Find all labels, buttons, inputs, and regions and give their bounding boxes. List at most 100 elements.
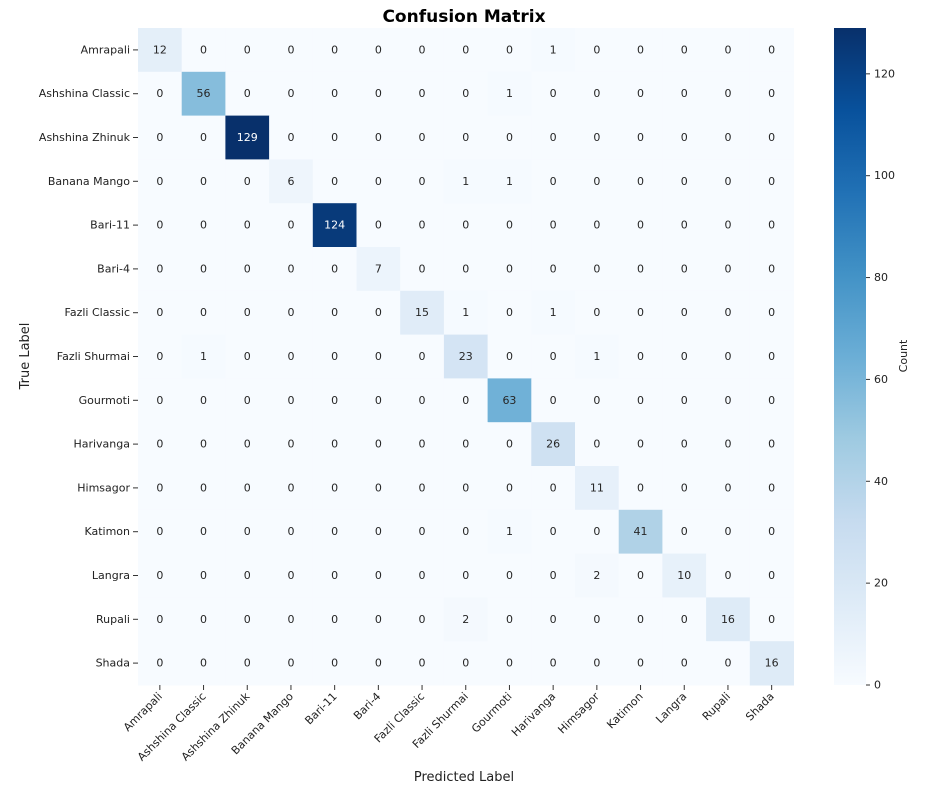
cell-value-label: 0 [768,43,775,56]
cell-value-label: 0 [200,438,207,451]
heatmap-cell [400,378,445,423]
heatmap-cell [312,203,357,248]
colorbar-tick-label: 40 [874,475,888,488]
cell-value-label: 0 [681,43,688,56]
heatmap-cell [356,553,401,598]
cell-value-label: 0 [331,87,338,100]
heatmap-cell [312,247,357,292]
cell-value-label: 0 [768,525,775,538]
heatmap-cell [443,466,489,511]
cell-value-label: 0 [419,481,426,494]
heatmap-cell [400,203,445,248]
cell-value-label: 0 [331,175,338,188]
heatmap-cell [138,509,183,555]
heatmap-cell [269,422,314,467]
cell-value-label: 0 [156,219,163,232]
heatmap-cell [269,71,314,117]
heatmap-cell [749,159,794,204]
heatmap-cell [181,203,226,248]
cell-value-label: 0 [506,219,513,232]
heatmap-cell [181,334,226,379]
heatmap-cell [487,115,532,160]
cell-value-label: 0 [156,657,163,670]
cell-value-label: 0 [287,613,294,626]
heatmap-cell [356,290,401,336]
heatmap-cell [531,597,576,642]
cell-value-label: 0 [244,43,251,56]
cell-value-label: 0 [244,438,251,451]
cell-value-label: 0 [331,657,338,670]
heatmap-cell [618,290,663,336]
heatmap-cell [356,597,401,642]
heatmap-cell [487,378,532,423]
cell-value-label: 0 [637,306,644,319]
cell-value-label: 0 [287,87,294,100]
colorbar-tick-label: 120 [874,67,895,80]
cell-value-label: 15 [415,306,429,319]
heatmap-cell [618,378,663,423]
heatmap-cell [531,159,576,204]
heatmap-cell [662,553,707,598]
cell-value-label: 1 [462,306,469,319]
heatmap-cell [225,334,270,379]
y-tick-labels: Amrapali Ashshina Classic Ashshina Zhinuk B… [39,43,138,670]
cell-value-label: 0 [375,394,382,407]
heatmap-cell [138,334,183,379]
cell-value-label: 0 [287,481,294,494]
cell-value-label: 0 [768,262,775,275]
heatmap-cell [138,290,183,336]
cell-value-label: 1 [506,175,513,188]
cell-value-label: 0 [156,350,163,363]
heatmap-cell [356,641,401,686]
cell-value-label: 0 [637,262,644,275]
cell-value-label: 0 [593,43,600,56]
heatmap-cell [269,290,314,336]
y-tick-label: Bari-4 [97,262,130,275]
cell-value-label: 16 [721,613,735,626]
cell-value-label: 0 [724,438,731,451]
heatmap-cell [662,641,707,686]
heatmap-cell [531,553,576,598]
heatmap-cell [225,203,270,248]
heatmap-cell [181,597,226,642]
cell-value-label: 0 [637,481,644,494]
cell-value-label: 0 [287,350,294,363]
cell-value-label: 0 [200,525,207,538]
cell-value-label: 0 [768,438,775,451]
heatmap-cell [269,159,314,204]
heatmap-cell [225,115,270,160]
y-tick-label: Banana Mango [48,175,130,188]
cell-value-label: 0 [287,43,294,56]
heatmap-cell [618,466,663,511]
y-tick-label: Himsagor [77,481,130,494]
heatmap-cell [356,115,401,160]
colorbar: 0 20 40 60 80 100 120 Count [834,28,910,692]
cell-value-label: 0 [375,569,382,582]
cell-value-label: 0 [593,131,600,144]
heatmap-cell [400,422,445,467]
heatmap-cell [487,641,532,686]
heatmap-cell [749,71,794,117]
cell-value-label: 0 [200,569,207,582]
colorbar-gradient [834,28,866,685]
heatmap-cell [575,71,620,117]
cell-value-label: 0 [331,43,338,56]
heatmap-cell [706,334,751,379]
cell-value-label: 0 [724,525,731,538]
heatmap-cell [749,509,794,555]
heatmap-cell [749,203,794,248]
heatmap-cell [618,553,663,598]
cell-value-label: 0 [681,262,688,275]
heatmap-cell [443,553,489,598]
cell-value-label: 0 [462,569,469,582]
heatmap-cell [400,71,445,117]
colorbar-tick-label: 0 [874,679,881,692]
heatmap-cell [531,203,576,248]
cell-value-label: 12 [153,43,167,56]
cell-value-label: 0 [550,131,557,144]
y-tick-label: Katimon [84,525,130,538]
cell-value-label: 0 [550,219,557,232]
heatmap-cell [225,422,270,467]
cell-value-label: 0 [768,219,775,232]
cell-value-label: 1 [506,525,513,538]
